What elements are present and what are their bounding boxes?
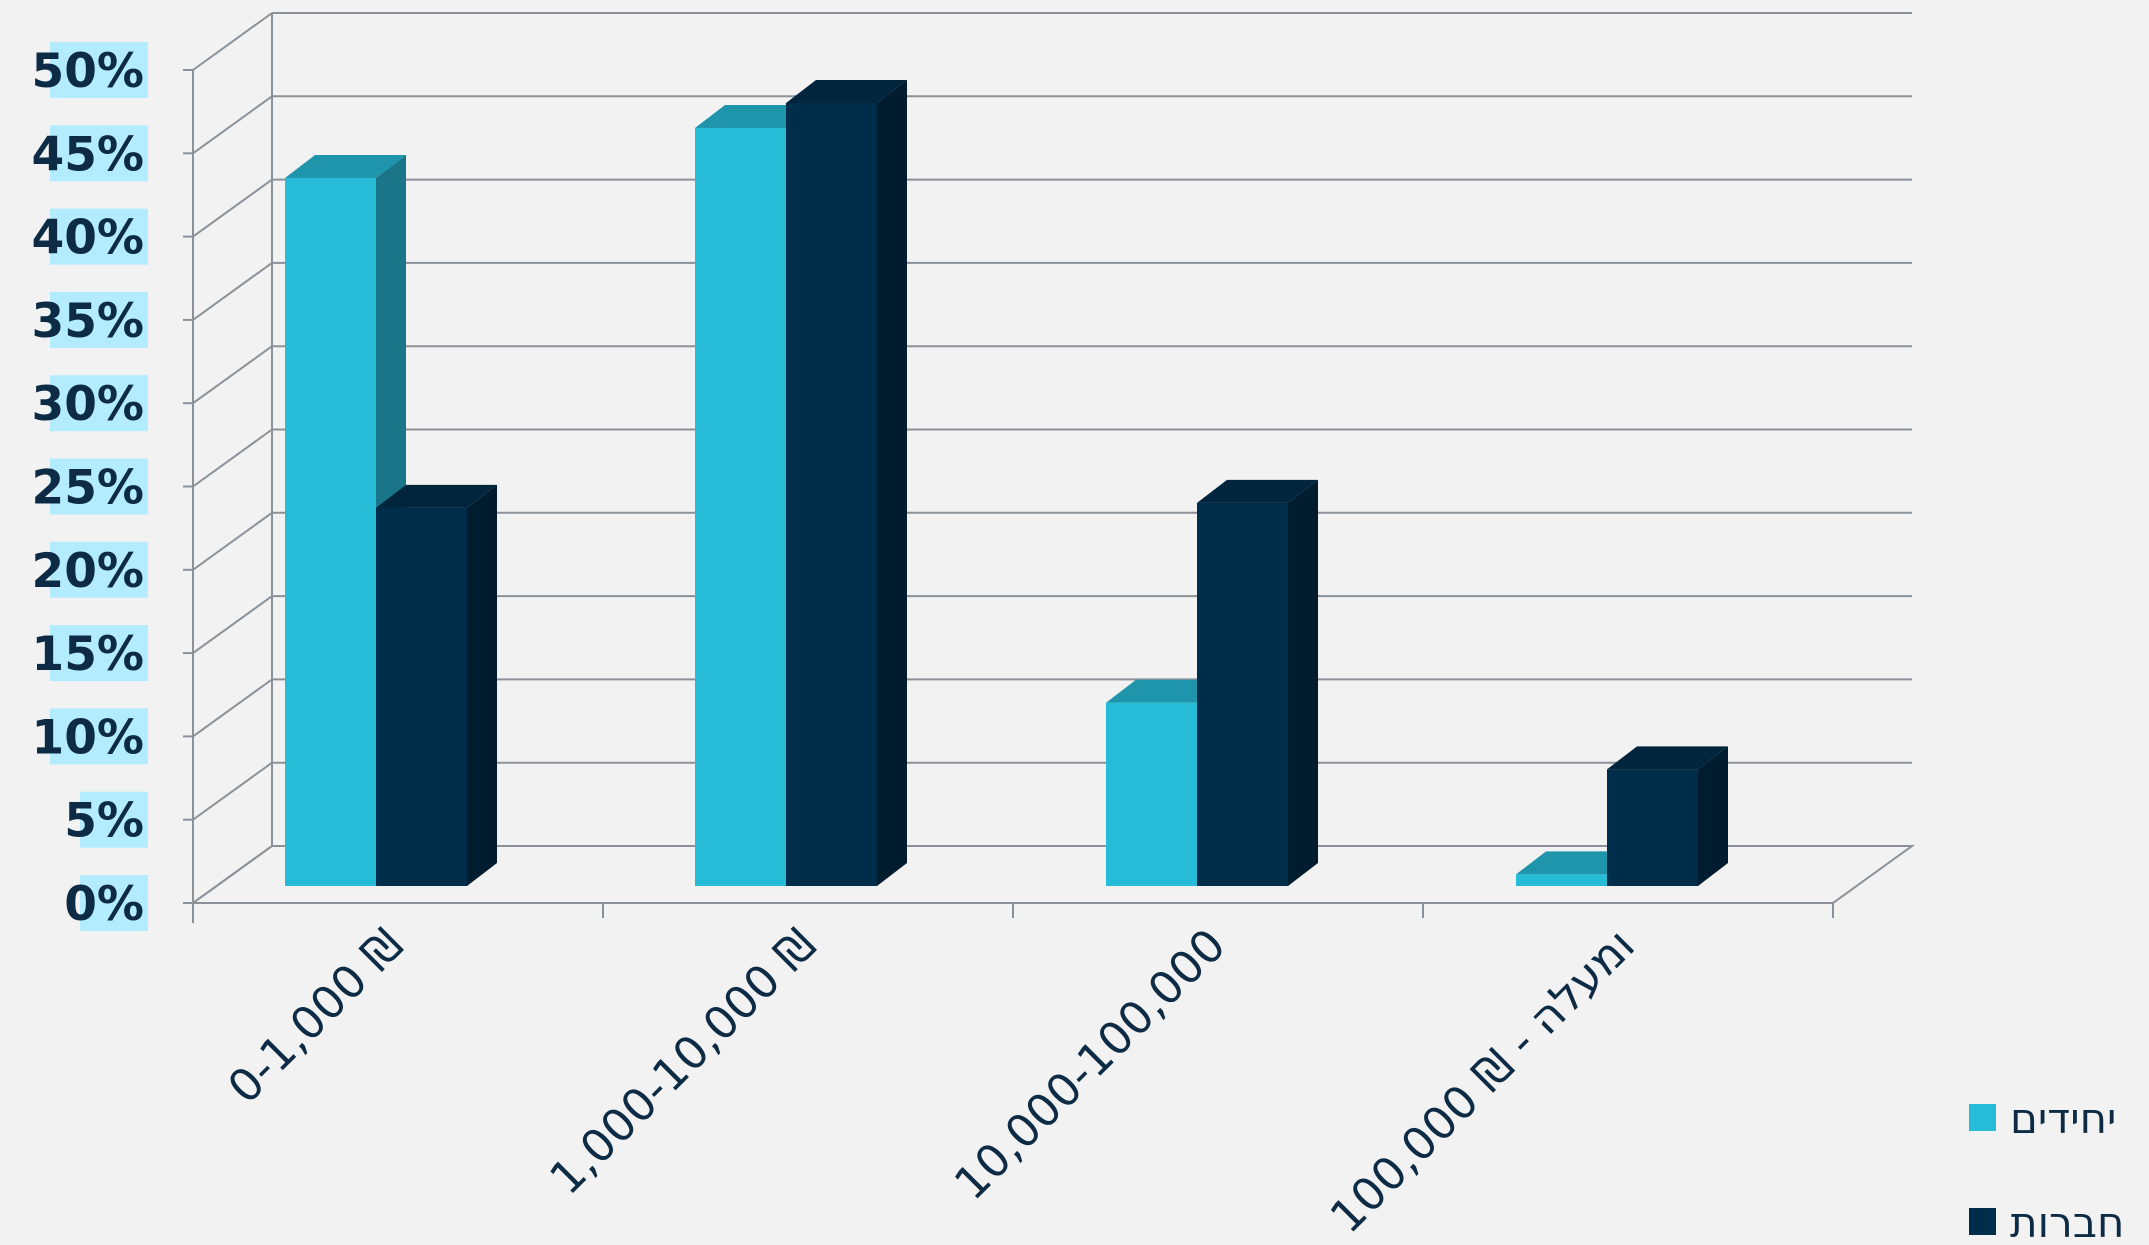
y-tick-label-bg bbox=[80, 791, 148, 848]
y-tick-label-bg bbox=[50, 708, 148, 765]
y-tick-label: 20% bbox=[32, 544, 145, 599]
y-tick-label: 40% bbox=[32, 211, 145, 266]
legend-swatch bbox=[1969, 1208, 1996, 1235]
y-tick-label: 15% bbox=[32, 627, 145, 682]
side-gridline bbox=[192, 511, 273, 571]
y-tick-label-bg bbox=[50, 541, 148, 598]
bar-front bbox=[695, 127, 786, 887]
bar-side bbox=[877, 79, 907, 887]
side-gridline bbox=[192, 262, 273, 321]
side-gridline bbox=[192, 595, 273, 654]
bar-front bbox=[1607, 769, 1698, 886]
y-tick-label-bg bbox=[50, 625, 148, 682]
bar-front bbox=[1106, 702, 1197, 886]
bar bbox=[285, 154, 406, 886]
y-tick-label: 0% bbox=[64, 877, 144, 932]
bar-top bbox=[376, 484, 497, 508]
x-tick-label: 10,000-100,000 bbox=[944, 918, 1236, 1210]
y-tick-label: 25% bbox=[32, 461, 145, 516]
bar-side bbox=[467, 484, 497, 886]
y-tick-label-bg bbox=[50, 208, 148, 265]
bar-front bbox=[1197, 502, 1288, 886]
bar-side bbox=[1288, 479, 1318, 886]
chart-legend: יחידים חברות bbox=[1969, 1094, 2124, 1245]
bar-side bbox=[1698, 746, 1728, 886]
bar-front bbox=[1516, 874, 1607, 886]
side-gridline bbox=[192, 178, 273, 238]
y-tick-label-bg bbox=[50, 375, 148, 432]
y-tick-label-bg bbox=[80, 875, 148, 931]
bar-top bbox=[285, 154, 406, 178]
legend-label: חברות bbox=[2010, 1198, 2124, 1245]
side-gridline bbox=[192, 345, 273, 405]
y-tick-label-bg bbox=[50, 291, 148, 348]
bar-front bbox=[786, 102, 877, 887]
side-gridline bbox=[192, 761, 273, 821]
side-gridline bbox=[192, 12, 273, 71]
bar-top bbox=[1197, 479, 1318, 503]
y-tick-label: 45% bbox=[32, 127, 145, 182]
y-tick-label: 5% bbox=[64, 794, 144, 849]
side-gridline bbox=[192, 95, 273, 155]
legend-swatch bbox=[1969, 1104, 1996, 1131]
bar-top bbox=[695, 104, 816, 128]
bar-front bbox=[376, 507, 467, 886]
chart-bars bbox=[285, 79, 1728, 887]
bar bbox=[1197, 479, 1318, 886]
y-axis: 0% 5% 10% 15% 20% 25% 30% 35% 40% 45% 50% bbox=[32, 13, 273, 932]
x-tick-label: 0-1,000 ₪ bbox=[217, 918, 412, 1113]
bar-top bbox=[786, 79, 907, 103]
x-axis: 0-1,000 ₪ 1,000-10,000 ₪ 10,000-100,000 100… bbox=[192, 902, 1834, 1243]
x-tick-label: 1,000-10,000 ₪ bbox=[539, 918, 825, 1204]
y-tick-label: 30% bbox=[32, 377, 145, 432]
bar bbox=[786, 79, 907, 887]
legend-label: יחידים bbox=[2010, 1094, 2116, 1143]
bar bbox=[1607, 746, 1728, 886]
side-gridline bbox=[192, 428, 273, 488]
side-gridline bbox=[192, 678, 273, 738]
y-tick-label: 50% bbox=[32, 44, 145, 99]
y-tick-label-bg bbox=[50, 125, 148, 182]
bar-top bbox=[1607, 746, 1728, 770]
bar-top bbox=[1106, 679, 1227, 703]
y-tick-label: 35% bbox=[32, 294, 145, 349]
y-tick-label-bg bbox=[50, 458, 148, 515]
x-tick-label: 100,000 ₪ - ומעלה bbox=[1320, 918, 1645, 1243]
bar-front bbox=[285, 177, 376, 886]
y-tick-label: 10% bbox=[32, 710, 145, 765]
bar bbox=[376, 484, 497, 886]
y-tick-label-bg bbox=[50, 42, 148, 98]
bar-top bbox=[1516, 851, 1637, 875]
